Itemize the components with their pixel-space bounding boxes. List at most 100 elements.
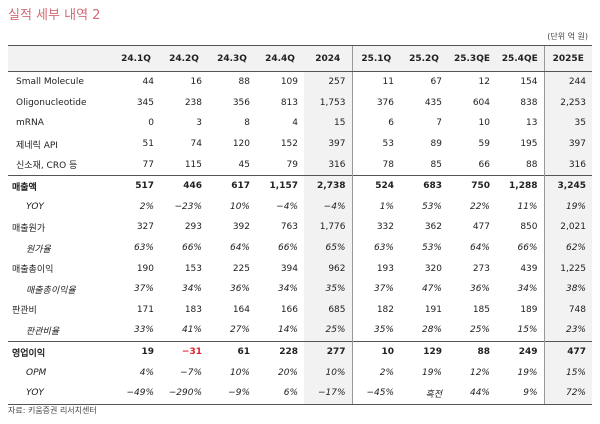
cell: 11% — [517, 201, 538, 212]
cell: 129 — [400, 340, 448, 363]
row-label: 매출총이익 — [12, 265, 54, 276]
cell: 1% — [351, 196, 400, 218]
cell: 23% — [543, 320, 592, 342]
cell: 63% — [133, 243, 154, 254]
cell: 171 — [136, 304, 154, 315]
cell: 51 — [142, 139, 154, 150]
cell: 2% — [351, 362, 400, 383]
table-row: 매출총이익율 37% 34% 36% 34% 35% 37% 47% 36% 34% 38% — [8, 278, 592, 300]
cell: 15% — [543, 362, 592, 383]
cell: 9% — [496, 382, 544, 405]
cell: 19 — [112, 340, 160, 363]
cell: 153 — [184, 263, 202, 274]
cell: 446 — [160, 174, 208, 197]
cell: 293 — [184, 222, 202, 233]
header-row: 24.1Q 24.2Q 24.3Q 24.4Q 2024 25.1Q 25.2Q 25.3QE… — [8, 45, 592, 72]
cell: 193 — [351, 258, 400, 279]
cell: 327 — [136, 222, 154, 233]
cell: 2,021 — [543, 217, 592, 238]
earnings-table: 24.1Q 24.2Q 24.3Q 24.4Q 2024 25.1Q 25.2Q 25.3QE… — [8, 45, 592, 405]
cell: −31 — [160, 340, 208, 363]
cell: 685 — [304, 299, 352, 321]
cell: 62% — [543, 237, 592, 259]
cell: 154 — [520, 77, 538, 88]
cell: 273 — [472, 263, 490, 274]
cell: 185 — [472, 304, 490, 315]
cell: 66 — [478, 159, 490, 170]
cell: 20% — [277, 367, 298, 378]
table-row: Small Molecule 44 16 88 109 257 11 67 12 154 244 — [8, 71, 592, 93]
cell: 33% — [133, 325, 154, 336]
row-label: 영업이익 — [8, 340, 112, 363]
cell: 477 — [472, 222, 490, 233]
cell: 6% — [256, 382, 304, 405]
cell: 74 — [190, 139, 202, 150]
cell: 517 — [112, 174, 160, 197]
column-header: 25.4QE — [496, 45, 544, 72]
table-row: 판관비율 33% 41% 27% 14% 25% 35% 28% 25% 15% 23% — [8, 320, 592, 342]
cell: 45 — [238, 159, 250, 170]
cell: 120 — [232, 139, 250, 150]
cell: −4% — [276, 201, 298, 212]
cell: 63% — [351, 237, 400, 259]
row-label: 매출액 — [8, 174, 112, 197]
cell: 238 — [184, 97, 202, 108]
cell: 88 — [526, 159, 538, 170]
cell: 152 — [280, 139, 298, 150]
cell: 2% — [139, 201, 154, 212]
cell: 25% — [469, 325, 490, 336]
cell: 35 — [543, 113, 592, 134]
table-row: 매출총이익 190 153 225 394 962 193 320 273 439 1,225 — [8, 258, 592, 279]
cell: 850 — [520, 222, 538, 233]
cell: −9% — [208, 382, 256, 405]
cell: 10 — [478, 118, 490, 129]
cell: 15 — [304, 113, 352, 134]
column-header: 24.3Q — [208, 45, 256, 72]
cell: 19% — [421, 367, 442, 378]
cell: 16 — [190, 77, 202, 88]
cell: 750 — [448, 174, 496, 197]
cell: 320 — [424, 263, 442, 274]
row-label: 매출원가 — [12, 223, 46, 234]
cell: 3 — [196, 118, 202, 129]
cell: 316 — [304, 154, 352, 176]
cell: 53% — [421, 201, 442, 212]
cell: 277 — [304, 340, 352, 363]
cell: 77 — [142, 159, 154, 170]
cell: 1,776 — [304, 217, 352, 238]
cell: 813 — [280, 97, 298, 108]
cell: 34% — [277, 284, 298, 295]
cell: 59 — [478, 139, 490, 150]
cell: 195 — [520, 139, 538, 150]
row-label: 판관비 — [12, 306, 37, 317]
table-row: 신소재, CRO 등 77 115 45 79 316 78 85 66 88 316 — [8, 154, 592, 176]
cell: 44% — [448, 382, 496, 405]
cell: −17% — [304, 382, 352, 405]
table-row: YOY 2% −23% 10% −4% −4% 1% 53% 22% 11% 19% — [8, 196, 592, 218]
cell: 78 — [351, 154, 400, 176]
cell: 435 — [424, 97, 442, 108]
cell: 89 — [430, 139, 442, 150]
cell: −290% — [160, 382, 208, 405]
cell: 37% — [133, 284, 154, 295]
row-label: mRNA — [16, 118, 44, 129]
cell: 85 — [430, 159, 442, 170]
cell: 397 — [304, 133, 352, 155]
cell: −4% — [304, 196, 352, 218]
cell: 191 — [424, 304, 442, 315]
table-row: 매출원가 327 293 392 763 1,776 332 362 477 850 2,021 — [8, 217, 592, 238]
cell: 7 — [436, 118, 442, 129]
table-row: YOY −49% −290% −9% 6% −17% −45% 흑전 44% 9% 72% — [8, 382, 592, 405]
cell: 109 — [280, 77, 298, 88]
cell: 61 — [208, 340, 256, 363]
row-label: 제네릭 API — [16, 140, 58, 151]
cell: 2,738 — [304, 174, 352, 197]
cell: 19% — [543, 196, 592, 218]
cell: 183 — [184, 304, 202, 315]
title: 실적 세부 내역 2 — [8, 8, 101, 23]
cell: −45% — [351, 382, 400, 405]
cell: 225 — [232, 263, 250, 274]
row-label: Oligonucleotide — [16, 97, 87, 108]
cell: 66% — [277, 243, 298, 254]
